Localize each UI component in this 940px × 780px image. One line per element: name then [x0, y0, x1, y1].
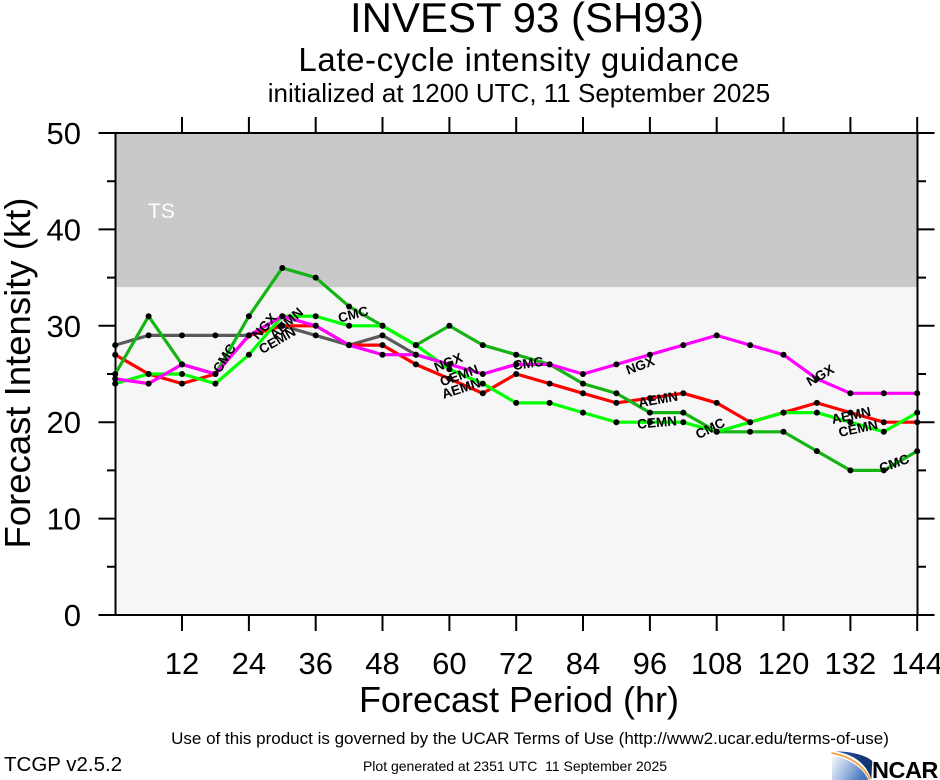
svg-text:84: 84 — [566, 646, 600, 681]
svg-text:60: 60 — [432, 646, 466, 681]
svg-text:40: 40 — [47, 212, 81, 247]
svg-text:Forecast Intensity (kt): Forecast Intensity (kt) — [0, 198, 38, 549]
svg-text:132: 132 — [825, 646, 877, 681]
svg-text:10: 10 — [47, 502, 81, 537]
svg-text:Plot generated at 2351 UTC 11: Plot generated at 2351 UTC 11 September … — [363, 758, 667, 774]
svg-text:CEMN: CEMN — [637, 413, 678, 431]
svg-text:24: 24 — [232, 646, 266, 681]
svg-text:72: 72 — [499, 646, 533, 681]
svg-text:50: 50 — [47, 116, 81, 151]
svg-text:NCAR: NCAR — [872, 757, 938, 780]
svg-text:CMC: CMC — [512, 354, 545, 373]
svg-text:48: 48 — [365, 646, 399, 681]
svg-text:Use of this product is governe: Use of this product is governed by the U… — [171, 729, 889, 748]
svg-text:Late-cycle intensity guidance: Late-cycle intensity guidance — [298, 41, 739, 78]
svg-text:0: 0 — [64, 598, 81, 633]
svg-text:Forecast Period (hr): Forecast Period (hr) — [359, 679, 679, 720]
svg-text:30: 30 — [47, 309, 81, 344]
svg-text:36: 36 — [298, 646, 332, 681]
svg-text:initialized at 1200 UTC, 11 Se: initialized at 1200 UTC, 11 September 20… — [268, 78, 770, 108]
svg-text:AEMN: AEMN — [637, 389, 679, 411]
svg-text:108: 108 — [691, 646, 743, 681]
svg-text:12: 12 — [165, 646, 199, 681]
svg-text:96: 96 — [633, 646, 667, 681]
svg-text:120: 120 — [758, 646, 810, 681]
svg-text:TS: TS — [148, 200, 175, 223]
svg-text:144: 144 — [891, 646, 940, 681]
svg-text:20: 20 — [47, 405, 81, 440]
svg-text:INVEST 93 (SH93): INVEST 93 (SH93) — [350, 0, 704, 41]
svg-text:TCGP v2.5.2: TCGP v2.5.2 — [4, 753, 122, 776]
